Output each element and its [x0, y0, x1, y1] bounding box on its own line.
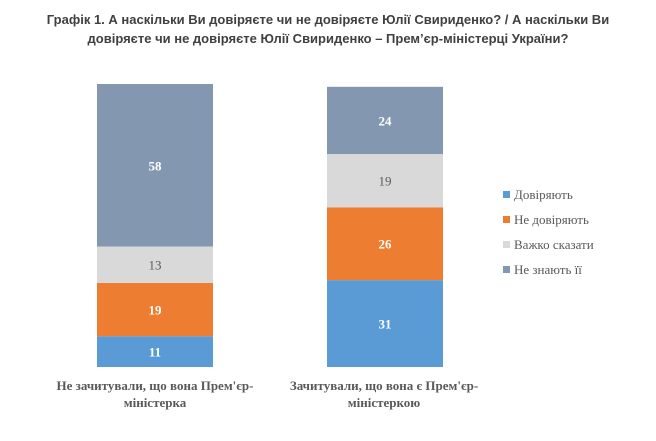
- legend-item: Важко сказати: [503, 232, 594, 257]
- bar-segment: [327, 154, 443, 208]
- title-line-2: довіряєте чи не довіряєте Юлії Свириденк…: [87, 31, 569, 46]
- x-label-1: Зачитували, що вона є Прем'єр-міністерко…: [289, 378, 479, 410]
- legend-label: Важко сказати: [514, 237, 594, 252]
- data-label: 24: [379, 113, 393, 128]
- data-label: 58: [149, 158, 163, 173]
- x-label-0: Не зачитували, що вона Прем'єр-міністерк…: [56, 378, 254, 410]
- legend-swatch: [503, 191, 510, 198]
- data-label: 31: [379, 317, 392, 332]
- legend-item: Довіряють: [503, 182, 594, 207]
- data-label: 26: [379, 237, 393, 252]
- data-label: 19: [379, 174, 392, 189]
- legend-label: Довіряють: [514, 187, 573, 202]
- bar-segment: [327, 280, 443, 367]
- data-label: 13: [149, 258, 162, 273]
- legend-item: Не довіряють: [503, 207, 594, 232]
- data-label: 19: [149, 303, 163, 318]
- data-label: 11: [149, 345, 161, 360]
- legend-swatch: [503, 266, 510, 273]
- bar-segment: [97, 84, 213, 247]
- bar-segment: [97, 246, 213, 283]
- legend-label: Не довіряють: [514, 212, 589, 227]
- legend-swatch: [503, 241, 510, 248]
- chart-title: Графік 1. А наскільки Ви довіряєте чи не…: [0, 10, 656, 48]
- legend-item: Не знають її: [503, 257, 594, 282]
- bar-segment: [97, 282, 213, 337]
- bar-segment: [327, 207, 443, 281]
- bar-segment: [97, 336, 213, 367]
- legend-label: Не знають її: [514, 262, 582, 277]
- legend-swatch: [503, 216, 510, 223]
- title-line-1: Графік 1. А наскільки Ви довіряєте чи не…: [46, 12, 610, 27]
- legend: Довіряють Не довіряють Важко сказати Не зна…: [503, 182, 594, 282]
- bar-segment: [327, 86, 443, 155]
